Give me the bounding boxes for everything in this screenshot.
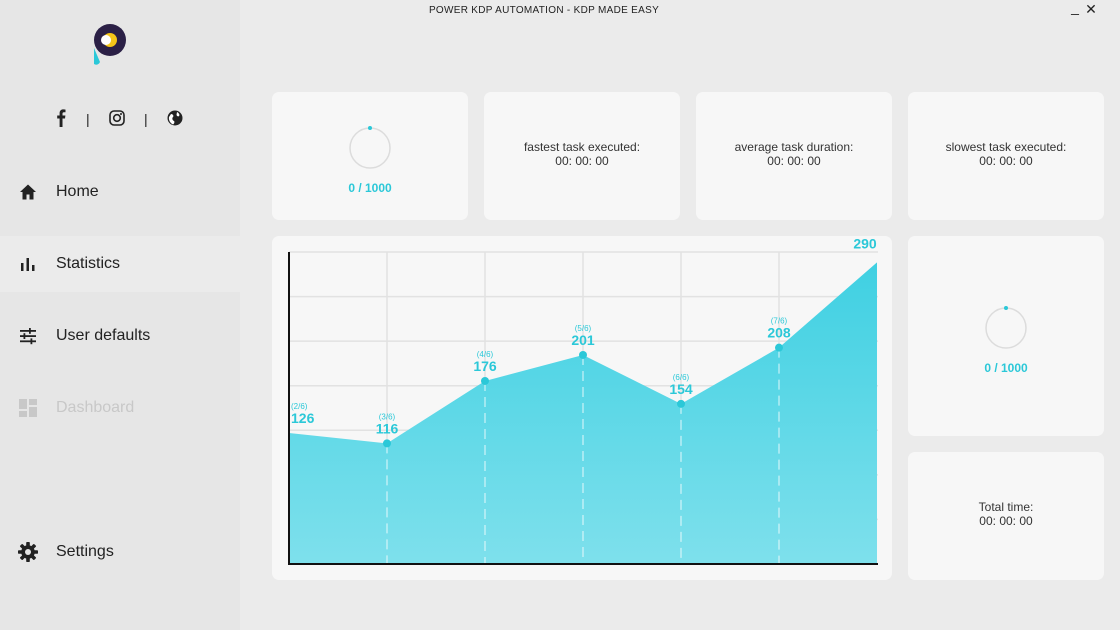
chart-point — [481, 376, 489, 385]
bar-chart-icon — [21, 258, 35, 271]
slowest-task-label: slowest task executed: — [945, 140, 1067, 154]
close-button[interactable]: ✕ — [1085, 1, 1097, 17]
window-title: POWER KDP AUTOMATION - KDP MADE EASY — [428, 5, 660, 16]
nav-settings[interactable]: Settings — [0, 524, 240, 580]
total-time-card: Total time: 00: 00: 00 — [908, 452, 1104, 580]
home-icon — [20, 184, 36, 200]
nav-dashboard: Dashboard — [0, 380, 240, 436]
chart-x-label: (3/6) — [379, 412, 396, 421]
nav-statistics[interactable]: Statistics — [0, 236, 240, 292]
slowest-task-value: 00: 00: 00 — [979, 154, 1033, 168]
side-progress-count: 0 / 1000 — [984, 361, 1028, 375]
app-logo — [94, 24, 126, 65]
nav-home-label: Home — [56, 183, 99, 200]
chart-value-label: 201 — [571, 332, 595, 348]
social-links: | | — [0, 108, 240, 130]
progress-card: 0 / 1000 — [272, 92, 468, 220]
fastest-task-label: fastest task executed: — [523, 140, 641, 154]
chart-value-label: 116 — [376, 420, 399, 436]
chart-point — [775, 343, 783, 352]
progress-ring — [349, 126, 391, 169]
sidebar: | | Home Statistics — [0, 0, 240, 630]
chart-card: (2/6) 126 (3/6) 116 (4/6) 176 (5/6) 201 (6/6) 154… — [272, 236, 892, 580]
social-separator: | — [144, 111, 148, 127]
chart-value-label: 176 — [473, 358, 497, 374]
nav-user-defaults-label: User defaults — [56, 327, 151, 344]
chart-value-label: 126 — [291, 410, 315, 426]
chart-value-label: 290 — [853, 236, 877, 251]
gear-icon — [18, 542, 38, 562]
title-bar: POWER KDP AUTOMATION - KDP MADE EASY _ ✕ — [0, 0, 1120, 20]
average-task-label: average task duration: — [734, 140, 854, 154]
chart-value-label: 208 — [767, 325, 791, 341]
nav-user-defaults[interactable]: User defaults — [0, 308, 240, 364]
fastest-task-card: fastest task executed: 00: 00: 00 — [484, 92, 680, 220]
progress-count: 0 / 1000 — [348, 181, 392, 195]
nav-dashboard-label: Dashboard — [56, 399, 135, 416]
nav-settings-label: Settings — [56, 543, 114, 560]
chart-x-label: (7/6) — [771, 317, 788, 326]
chart-point — [677, 399, 685, 408]
total-time-label: Total time: — [978, 500, 1034, 514]
chart-x-label: (4/6) — [477, 350, 494, 359]
sliders-icon — [20, 328, 36, 345]
nav-statistics-label: Statistics — [56, 255, 121, 272]
facebook-icon[interactable] — [54, 108, 68, 128]
task-area-chart: (2/6)126 (3/6)116 (4/6)176 (5/6)201 (6/6)154… — [288, 236, 878, 565]
chart-point — [383, 439, 391, 448]
social-separator: | — [86, 111, 90, 127]
minimize-button[interactable]: _ — [1071, 0, 1079, 15]
chart-point — [579, 350, 587, 359]
side-progress-ring — [985, 306, 1027, 349]
dashboard-icon — [19, 399, 37, 417]
instagram-icon[interactable] — [108, 108, 126, 128]
average-task-card: average task duration: 00: 00: 00 — [696, 92, 892, 220]
chart-value-label: 154 — [669, 381, 693, 397]
chart-x-label: (2/6) — [291, 402, 308, 411]
average-task-value: 00: 00: 00 — [767, 154, 821, 168]
chart-area — [289, 262, 877, 564]
fastest-task-value: 00: 00: 00 — [555, 154, 609, 168]
globe-icon[interactable] — [166, 108, 184, 128]
slowest-task-card: slowest task executed: 00: 00: 00 — [908, 92, 1104, 220]
nav-home[interactable]: Home — [0, 164, 240, 220]
chart-x-label: (5/6) — [575, 324, 592, 333]
side-progress-card: 0 / 1000 — [908, 236, 1104, 436]
total-time-value: 00: 00: 00 — [979, 514, 1033, 528]
chart-x-label: (6/6) — [673, 373, 690, 382]
